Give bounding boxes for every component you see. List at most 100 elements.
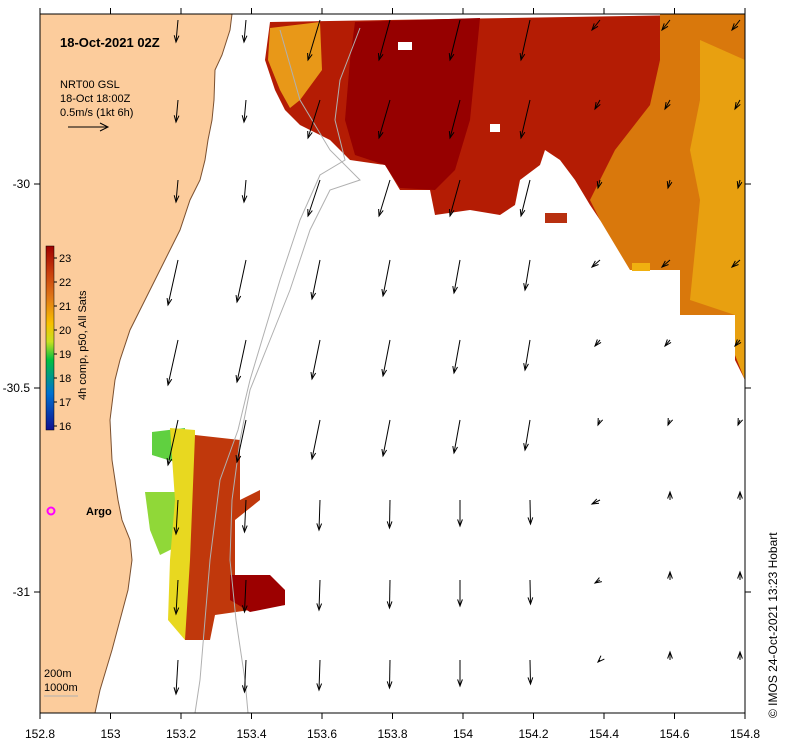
colorbar-tick-label: 18 — [59, 373, 71, 385]
x-tick-label: 154.8 — [730, 727, 760, 741]
current-arrow — [241, 499, 248, 534]
current-arrow — [597, 417, 604, 427]
x-tick-label: 153.8 — [377, 727, 407, 741]
current-arrow — [173, 499, 180, 536]
current-arrow — [519, 179, 531, 218]
current-vectors — [166, 19, 744, 696]
current-arrow — [378, 99, 391, 140]
current-arrow — [667, 650, 673, 660]
current-arrow — [667, 490, 673, 500]
current-arrow — [661, 19, 671, 32]
current-arrow — [452, 339, 461, 375]
current-arrow — [452, 259, 461, 295]
current-arrow — [448, 99, 461, 140]
current-arrow — [523, 419, 531, 452]
sst-patch-southwest-green-2 — [145, 492, 180, 555]
current-arrow — [731, 19, 741, 32]
contour-legend-1000m: 1000m — [44, 682, 78, 694]
sst-patch-northeast-yellow — [690, 40, 745, 380]
sst-fragment-1 — [545, 213, 567, 223]
current-arrow — [381, 419, 391, 458]
y-tick-label: -31 — [13, 585, 31, 599]
current-arrow — [590, 259, 601, 268]
current-arrow — [457, 660, 463, 688]
current-arrow — [527, 659, 534, 686]
current-arrow — [166, 419, 179, 467]
current-arrow — [457, 580, 463, 608]
current-arrow — [660, 259, 671, 268]
current-arrow — [737, 417, 744, 427]
isobath-200m — [229, 29, 361, 713]
current-arrow — [166, 259, 179, 307]
current-arrow — [594, 99, 601, 111]
current-arrow — [310, 259, 321, 301]
colorbar-tick-label: 22 — [59, 277, 71, 289]
current-arrow — [166, 339, 179, 387]
current-arrow — [664, 339, 672, 348]
colorbar-tick-label: 19 — [59, 349, 71, 361]
colorbar-tick-label: 16 — [59, 421, 71, 433]
current-arrow — [664, 99, 671, 111]
x-tick-label: 154.6 — [659, 727, 689, 741]
colorbar-ticks: 23 22 21 20 19 18 17 16 — [54, 253, 71, 433]
current-arrow — [527, 499, 534, 526]
y-tick-label: -30.5 — [3, 381, 31, 395]
current-arrow — [310, 419, 321, 461]
x-tick-label: 154.4 — [589, 727, 619, 741]
current-arrow — [596, 179, 603, 190]
current-arrow — [307, 19, 321, 62]
current-arrow — [457, 500, 463, 528]
current-arrow — [241, 579, 248, 614]
current-arrow — [386, 659, 393, 690]
current-arrow — [448, 179, 461, 218]
current-arrow — [527, 579, 534, 606]
isobath-1000m — [194, 27, 361, 713]
current-arrow — [316, 659, 323, 692]
x-tick-label: 153.6 — [307, 727, 337, 741]
sst-fragment-2 — [632, 263, 650, 271]
scale-arrow-icon — [68, 122, 110, 132]
current-arrow — [381, 339, 391, 378]
current-arrow — [241, 659, 248, 694]
current-arrow — [734, 99, 741, 111]
current-arrow — [737, 490, 743, 500]
current-arrow — [241, 99, 248, 124]
current-arrow — [594, 339, 602, 348]
current-arrow — [378, 179, 391, 218]
current-arrow — [523, 259, 531, 292]
current-arrow — [519, 99, 531, 140]
current-arrow — [593, 577, 602, 584]
x-tick-label: 153.2 — [166, 727, 196, 741]
y-axis: -30 -30.5 -31 — [3, 177, 751, 599]
current-arrow — [386, 579, 393, 610]
x-tick-label: 153.4 — [236, 727, 266, 741]
current-arrow — [386, 499, 393, 530]
sst-patch-northwest-yellow — [268, 22, 322, 108]
map-title: 18-Oct-2021 02Z — [60, 35, 160, 50]
current-arrow — [730, 259, 741, 268]
current-arrow — [596, 655, 605, 664]
sst-cloud-gap-2 — [490, 124, 500, 132]
product-line1: NRT00 GSL — [60, 79, 120, 91]
current-arrow — [737, 570, 743, 580]
x-tick-label: 153 — [100, 727, 120, 741]
y-tick-label: -30 — [13, 177, 31, 191]
colorbar-tick-label: 21 — [59, 301, 71, 313]
current-arrow — [377, 19, 391, 62]
product-line2: 18-Oct 18:00Z — [60, 93, 131, 105]
x-tick-label: 152.8 — [25, 727, 55, 741]
colorbar-label: 4h comp, p50, All Sats — [77, 290, 89, 400]
current-arrow — [316, 579, 323, 612]
product-line3: 0.5m/s (1kt 6h) — [60, 107, 133, 119]
current-arrow — [173, 579, 180, 616]
x-tick-label: 154.2 — [518, 727, 548, 741]
current-arrow — [590, 498, 601, 505]
contour-legend-200m: 200m — [44, 668, 72, 680]
x-tick-label: 154 — [453, 727, 473, 741]
current-arrow — [591, 19, 601, 32]
colorbar — [45, 245, 55, 431]
current-arrow — [448, 19, 461, 62]
argo-label: Argo — [86, 506, 112, 518]
current-arrow — [235, 259, 247, 304]
